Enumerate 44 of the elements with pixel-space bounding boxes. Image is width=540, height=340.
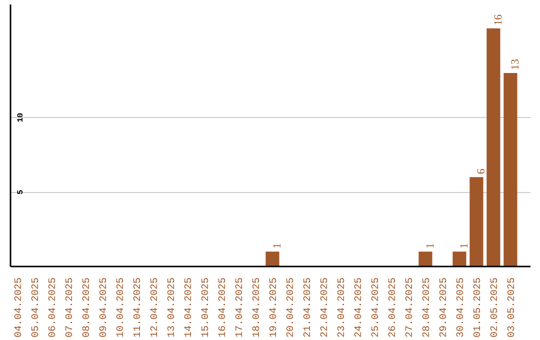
x-tick-label: 19.04.2025: [268, 277, 280, 338]
x-tick-label: 08.04.2025: [82, 277, 93, 338]
bar: [418, 252, 432, 266]
x-tick-label: 28.04.2025: [422, 277, 433, 338]
x-tick-label: 16.04.2025: [218, 277, 229, 338]
x-tick-label: 04.04.2025: [14, 277, 25, 338]
x-tick-label: 05.04.2025: [30, 277, 42, 338]
x-tick-label: 11.04.2025: [132, 277, 144, 338]
bar: [470, 177, 484, 266]
x-tick-label: 23.04.2025: [336, 277, 348, 338]
x-tick-label: 13.04.2025: [166, 277, 178, 338]
x-tick-label: 10.04.2025: [116, 277, 127, 338]
data-label: 1: [458, 243, 470, 249]
x-tick-label: 18.04.2025: [252, 277, 263, 338]
x-tick-label: 20.04.2025: [286, 277, 297, 338]
x-tick-label: 30.04.2025: [456, 277, 467, 338]
data-label: 1: [424, 243, 436, 249]
bar: [504, 72, 518, 266]
x-tick-label: 15.04.2025: [200, 277, 212, 338]
x-tick-label: 03.05.2025: [506, 277, 518, 338]
x-tick-label: 09.04.2025: [98, 277, 110, 338]
x-tick-label: 06.04.2025: [48, 277, 59, 338]
x-tick-label: 01.05.2025: [472, 277, 484, 338]
data-label: 6: [475, 168, 488, 174]
y-tick-label: 5: [16, 189, 26, 194]
x-tick-label: 17.04.2025: [234, 277, 246, 338]
x-tick-label: 07.04.2025: [64, 277, 76, 338]
x-tick-label: 21.04.2025: [302, 277, 314, 338]
data-label: 16: [492, 14, 504, 26]
x-tick-label: 29.04.2025: [438, 277, 450, 338]
data-label: 13: [509, 58, 522, 70]
bar: [266, 252, 280, 266]
x-tick-label: 02.05.2025: [490, 277, 501, 338]
x-tick-label: 14.04.2025: [184, 277, 195, 338]
x-tick-label: 22.04.2025: [320, 277, 331, 338]
bar: [486, 28, 500, 266]
x-tick-label: 12.04.2025: [150, 277, 161, 338]
x-tick-label: 26.04.2025: [388, 277, 399, 338]
x-tick-label: 24.04.2025: [354, 277, 365, 338]
x-tick-label: 25.04.2025: [370, 277, 382, 338]
y-tick-label: 10: [16, 112, 26, 122]
bar: [452, 252, 466, 266]
x-tick-label: 27.04.2025: [404, 277, 416, 338]
data-label: 1: [271, 243, 284, 249]
